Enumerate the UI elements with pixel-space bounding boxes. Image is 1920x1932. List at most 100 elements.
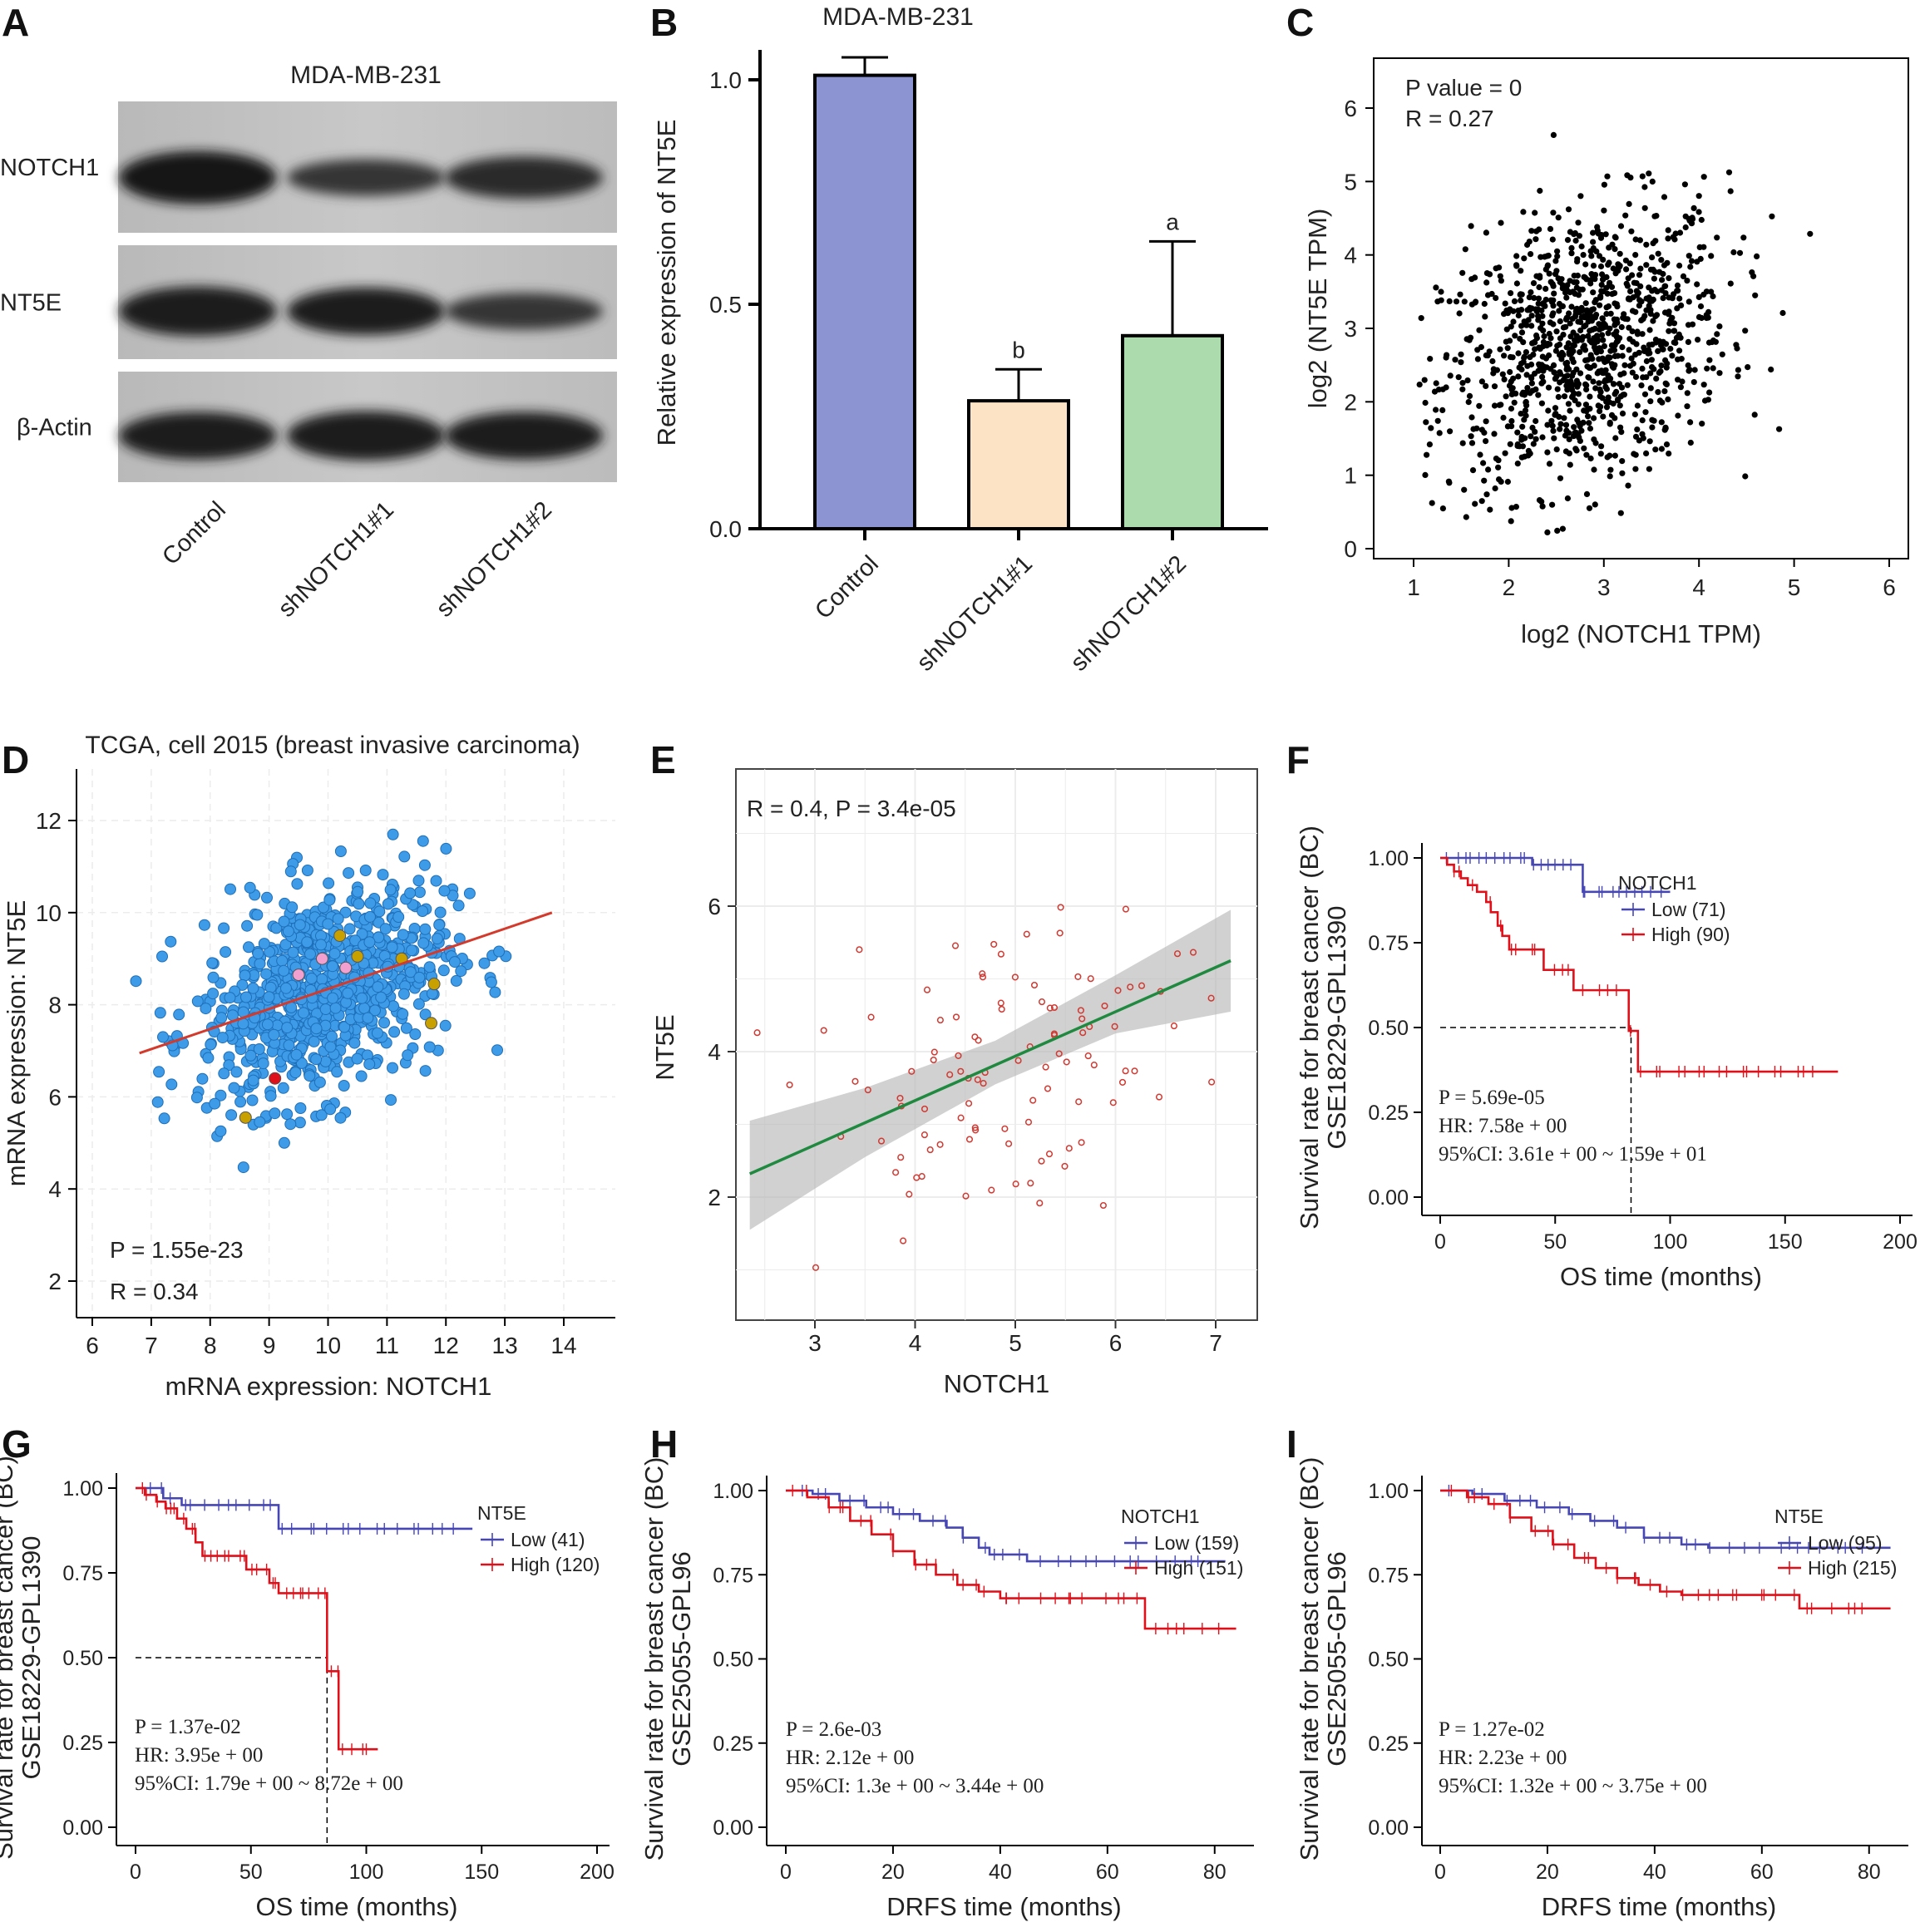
survival-curve <box>1440 1489 1891 1550</box>
scatter-point <box>1550 310 1557 317</box>
scatter-point <box>1428 425 1434 431</box>
scatter-point <box>1590 289 1597 296</box>
scatter-point <box>1688 220 1695 227</box>
scatter-point <box>220 946 232 959</box>
scatter-point <box>1697 255 1704 262</box>
survival-curve <box>1440 1489 1891 1610</box>
scatter-point <box>1546 330 1552 338</box>
scatter-point <box>1639 365 1646 372</box>
scatter-point <box>1542 285 1549 292</box>
scatter-point <box>1493 265 1499 272</box>
scatter-point <box>1727 188 1734 195</box>
scatter-point <box>1571 342 1577 349</box>
scatter-point <box>979 973 987 981</box>
y-tick-label: 6 <box>708 894 721 919</box>
scatter-point <box>1547 225 1554 232</box>
scatter-point <box>1532 428 1538 436</box>
scatter-point <box>165 1078 178 1091</box>
scatter-point <box>1664 259 1671 266</box>
scatter-point <box>281 1108 294 1121</box>
scatter-point <box>1523 322 1530 328</box>
scatter-point <box>1496 476 1503 483</box>
scatter-point <box>1634 426 1641 433</box>
scatter-point <box>1586 505 1593 511</box>
scatter-point <box>1596 345 1603 352</box>
scatter-point <box>1546 270 1552 277</box>
scatter-point <box>1646 347 1652 353</box>
scatter-point <box>355 1070 368 1082</box>
y-tick-label: 10 <box>36 900 62 926</box>
scatter-point <box>1618 323 1625 331</box>
scatter-point <box>278 915 290 928</box>
scatter-point <box>1592 501 1598 508</box>
scatter-point <box>1586 420 1592 426</box>
scatter-point <box>1547 297 1554 303</box>
scatter-point <box>1503 326 1510 333</box>
scatter-point <box>316 973 328 985</box>
scatter-point <box>1568 303 1575 310</box>
scatter-point <box>1627 175 1634 181</box>
scatter-point <box>1626 260 1633 267</box>
scatter-point <box>1598 232 1605 239</box>
x-tick-label: 3 <box>1597 574 1611 600</box>
scatter-point <box>485 976 497 988</box>
scatter-point <box>1550 362 1557 368</box>
scatter-point <box>1691 367 1698 373</box>
scatter-point <box>1597 294 1604 301</box>
scatter-point <box>1528 323 1535 329</box>
scatter-point <box>1497 273 1503 279</box>
y-tick-label: 1.00 <box>1368 1480 1409 1503</box>
scatter-point <box>1457 291 1463 298</box>
scatter-point <box>1639 417 1646 424</box>
scatter-point <box>423 961 436 973</box>
scatter-point <box>190 1092 203 1104</box>
scatter-point <box>264 945 276 958</box>
scatter-point <box>1508 290 1514 297</box>
scatter-point <box>1458 351 1464 357</box>
scatter-point <box>234 1096 247 1108</box>
scatter-point <box>1463 514 1469 520</box>
scatter-point <box>1564 372 1571 379</box>
scatter-point <box>1602 322 1608 328</box>
scatter-point <box>1557 426 1563 432</box>
scatter-point <box>1439 407 1446 413</box>
scatter-point <box>1550 427 1557 434</box>
scatter-point <box>1583 451 1590 458</box>
scatter-point <box>1563 366 1570 372</box>
scatter-point <box>452 899 465 912</box>
scatter-point <box>200 1003 212 1015</box>
scatter-point <box>1518 323 1525 329</box>
scatter-point <box>1490 370 1497 377</box>
scatter-point <box>388 1026 401 1038</box>
y-tick-label: 4 <box>48 1176 62 1202</box>
scatter-point <box>323 894 336 906</box>
scatter-point <box>294 1116 306 1129</box>
scatter-point <box>1472 500 1478 507</box>
scatter-point <box>1661 388 1668 395</box>
scatter-point <box>1545 407 1552 414</box>
scatter-point <box>1583 490 1591 498</box>
scatter-point <box>1672 339 1679 347</box>
scatter-point <box>1552 411 1559 417</box>
scatter-point <box>284 865 297 878</box>
scatter-point <box>1524 307 1531 313</box>
scatter-point <box>1056 929 1064 937</box>
scatter-point <box>1588 307 1595 313</box>
scatter-point <box>1660 295 1666 302</box>
scatter-point <box>1603 304 1610 311</box>
x-tick-label: 60 <box>1750 1861 1774 1884</box>
scatter-point <box>1646 327 1653 333</box>
scatter-point <box>1575 318 1582 325</box>
scatter-point <box>1538 307 1545 314</box>
scatter-point <box>1637 265 1644 272</box>
scatter-point <box>1559 525 1566 532</box>
scatter-point <box>1508 378 1514 385</box>
blot-band <box>445 293 603 330</box>
scatter-point <box>334 845 347 857</box>
scatter-point <box>1122 1067 1129 1075</box>
scatter-point <box>236 978 249 991</box>
scatter-point <box>1498 219 1504 226</box>
scatter-point <box>1491 383 1498 390</box>
scatter-point <box>151 1096 164 1108</box>
x-tick-label: 14 <box>550 1333 576 1358</box>
